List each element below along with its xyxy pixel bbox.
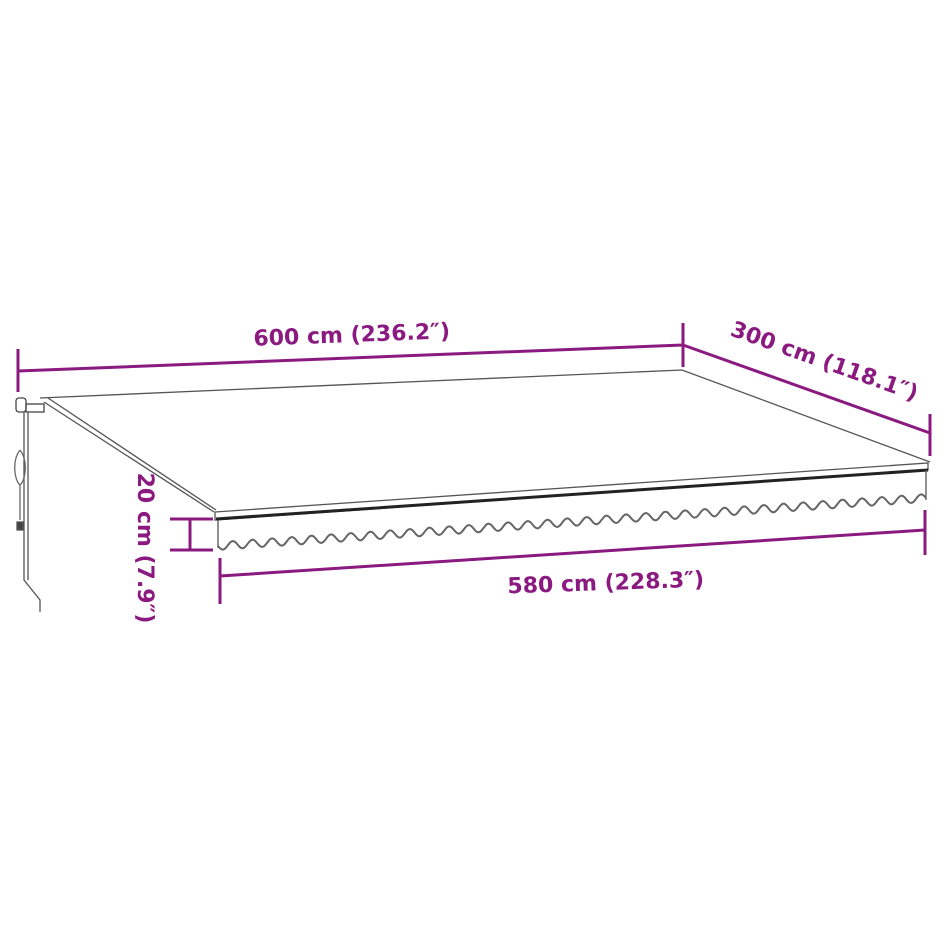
- plug: [16, 521, 24, 531]
- label-width-top: 600 cm (236.2″): [253, 319, 451, 352]
- dimension-lines: [16, 323, 932, 604]
- front-bar-shadow: [215, 468, 929, 521]
- label-depth: 300 cm (118.1″): [727, 317, 921, 406]
- awning-left-arm: [43, 397, 217, 513]
- dim-line-300: [682, 343, 932, 456]
- valance-sides: [217, 470, 927, 548]
- crank-pole: [23, 412, 41, 612]
- awning-back-edge: [39, 369, 931, 463]
- dim-line-580: [218, 510, 927, 604]
- label-valance-height: 20 cm (7.9″): [132, 473, 157, 624]
- power-cable: [14, 449, 26, 520]
- valance-wave: [217, 493, 927, 551]
- awning-drawing: [14, 369, 931, 612]
- wall-bracket: [15, 397, 45, 413]
- label-width-front: 580 cm (228.3″): [507, 568, 704, 600]
- dim-line-20: [170, 517, 213, 552]
